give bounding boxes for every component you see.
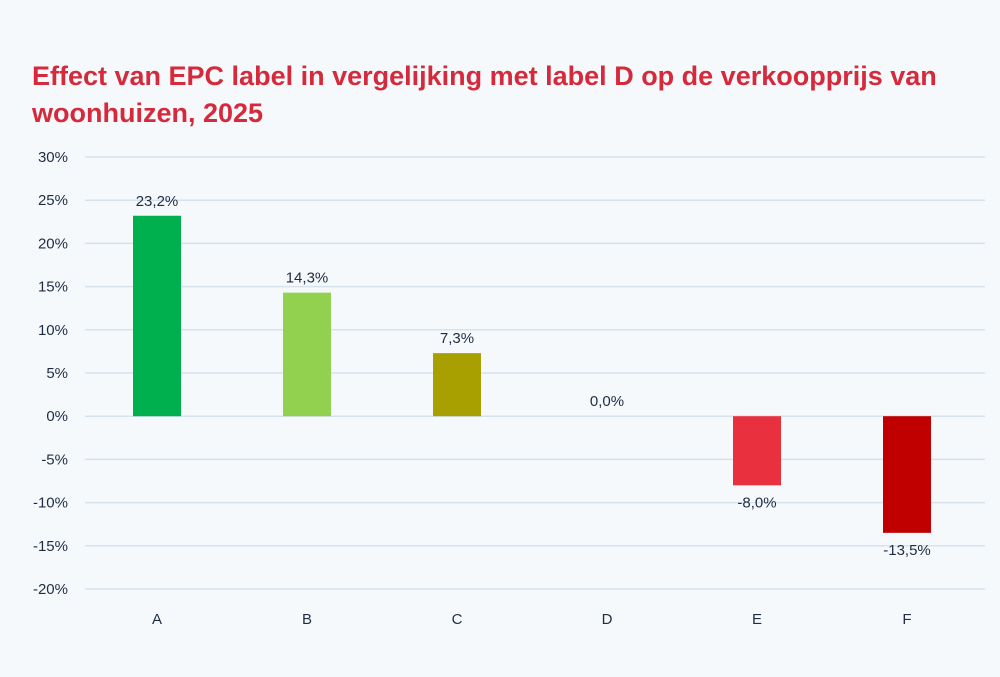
x-tick-label: E bbox=[752, 611, 762, 628]
x-tick-label: F bbox=[902, 611, 911, 628]
y-tick-label: -5% bbox=[41, 451, 68, 468]
data-label: 7,3% bbox=[440, 330, 474, 347]
y-tick-label: -10% bbox=[33, 495, 68, 512]
bar-c bbox=[433, 353, 481, 417]
x-tick-label: D bbox=[602, 611, 613, 628]
data-label: -13,5% bbox=[883, 542, 931, 559]
bar-f bbox=[883, 416, 931, 533]
y-tick-label: 10% bbox=[38, 322, 68, 339]
y-tick-label: 20% bbox=[38, 235, 68, 252]
data-label: -8,0% bbox=[737, 494, 776, 511]
bar-e bbox=[733, 416, 781, 486]
bar-a bbox=[133, 215, 181, 417]
bar-b bbox=[283, 292, 331, 417]
x-tick-label: A bbox=[152, 611, 162, 628]
y-tick-label: 5% bbox=[46, 365, 68, 382]
x-tick-label: B bbox=[302, 611, 312, 628]
y-tick-label: 15% bbox=[38, 279, 68, 296]
data-label: 23,2% bbox=[136, 193, 179, 210]
y-tick-label: 25% bbox=[38, 192, 68, 209]
y-tick-label: -20% bbox=[33, 581, 68, 598]
y-tick-label: 30% bbox=[38, 149, 68, 166]
y-tick-label: 0% bbox=[46, 408, 68, 425]
data-label: 0,0% bbox=[590, 393, 624, 410]
chart-title: Effect van EPC label in vergelijking met… bbox=[32, 61, 937, 128]
y-tick-label: -15% bbox=[33, 538, 68, 555]
x-tick-label: C bbox=[452, 611, 463, 628]
data-label: 14,3% bbox=[286, 270, 329, 287]
